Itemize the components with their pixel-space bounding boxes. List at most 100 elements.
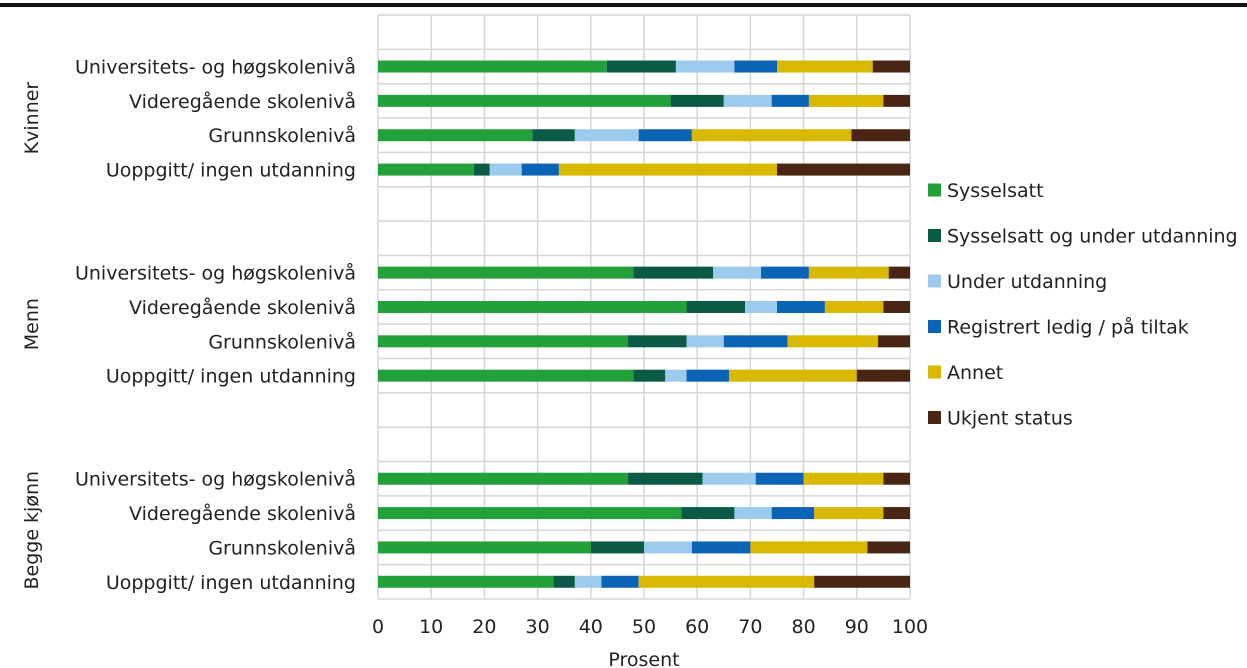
bars [378, 60, 910, 588]
bar-segment [734, 60, 777, 73]
bar-segment [644, 541, 692, 554]
category-label: Grunnskolenivå [208, 124, 356, 147]
bar-segment [702, 472, 756, 485]
x-tick-label: 40 [579, 616, 603, 638]
bar-segment [670, 94, 724, 107]
group-labels: Kvinner Menn Begge kjønn [21, 82, 43, 590]
bar-segment [606, 60, 676, 73]
bar-segment [489, 163, 522, 176]
bar-segment [777, 300, 825, 313]
bar-segment [686, 300, 746, 313]
bar-segment [808, 94, 884, 107]
bar-segment [755, 472, 804, 485]
bar-segment [532, 129, 575, 142]
bar-segment [378, 129, 533, 142]
bar-segment [686, 335, 724, 348]
bar-segment [378, 335, 629, 348]
category-label: Universitets- og høgskolenivå [75, 468, 356, 491]
category-label: Videregående skolenivå [129, 90, 356, 113]
bar-segment [824, 300, 884, 313]
bar-segment [745, 300, 777, 313]
bar-segment [691, 541, 751, 554]
x-tick-label: 100 [892, 616, 928, 638]
bar-segment [803, 472, 884, 485]
bar-segment [665, 369, 687, 382]
bar-segment [734, 507, 772, 520]
bar-segment [628, 472, 703, 485]
bar-segment [814, 575, 910, 588]
legend: Sysselsatt Sysselsatt og under utdanning U… [928, 180, 1238, 430]
category-label: Videregående skolenivå [129, 296, 356, 319]
bar-segment [883, 472, 910, 485]
bar-segment [872, 60, 910, 73]
x-tick-label: 20 [472, 616, 496, 638]
legend-label: Ukjent status [947, 408, 1073, 430]
legend-label: Sysselsatt og under utdanning [947, 226, 1238, 248]
bar-segment [883, 300, 910, 313]
category-label: Grunnskolenivå [208, 536, 356, 559]
category-label: Uoppgitt/ ingen utdanning [106, 366, 356, 388]
bar-segment [378, 94, 671, 107]
category-label: Universitets- og høgskolenivå [75, 262, 356, 285]
legend-label: Sysselsatt [947, 180, 1044, 202]
bar-segment [378, 541, 591, 554]
bar-segment [750, 541, 868, 554]
bar-segment [723, 94, 772, 107]
bar-segment [691, 129, 852, 142]
group-label: Menn [21, 298, 43, 350]
legend-swatch [928, 274, 941, 288]
legend-label: Under utdanning [947, 271, 1107, 293]
category-labels: Universitets- og høgskolenivå Videregåend… [75, 56, 356, 594]
bar-segment [771, 507, 815, 520]
grid [377, 14, 911, 600]
bar-segment [686, 369, 730, 382]
bar-segment [378, 300, 687, 313]
bar-segment [378, 575, 554, 588]
category-label: Uoppgitt/ ingen utdanning [106, 160, 356, 182]
bar-segment [521, 163, 559, 176]
bar-segment [883, 507, 910, 520]
bar-segment [723, 335, 788, 348]
bar-segment [851, 129, 910, 142]
group-label: Kvinner [21, 82, 43, 155]
bar-segment [558, 163, 777, 176]
bar-segment [713, 266, 762, 279]
bar-segment [777, 163, 910, 176]
bar-segment [378, 266, 634, 279]
bar-segment [878, 335, 910, 348]
bar-segment [378, 369, 634, 382]
x-axis-ticks: 0 10 20 30 40 50 60 70 80 90 100 [372, 616, 928, 638]
x-tick-label: 0 [372, 616, 384, 638]
bar-segment [888, 266, 910, 279]
bar-segment [867, 541, 910, 554]
bar-segment [814, 507, 884, 520]
bar-segment [633, 369, 666, 382]
bar-segment [378, 507, 682, 520]
bar-segment [378, 472, 629, 485]
bar-segment [473, 163, 490, 176]
legend-swatch [928, 365, 941, 379]
category-label: Grunnskolenivå [208, 330, 356, 353]
bar-segment [378, 60, 607, 73]
x-axis-title: Prosent [608, 649, 679, 668]
x-tick-label: 80 [792, 616, 816, 638]
legend-swatch [928, 229, 941, 242]
bar-segment [638, 129, 692, 142]
bar-segment [761, 266, 809, 279]
group-label: Begge kjønn [21, 471, 43, 590]
bar-segment [729, 369, 857, 382]
bar-segment [378, 163, 474, 176]
bar-segment [771, 94, 809, 107]
x-tick-label: 10 [419, 616, 443, 638]
bar-segment [574, 129, 639, 142]
bar-segment [681, 507, 735, 520]
bar-segment [856, 369, 910, 382]
bar-segment [787, 335, 879, 348]
bar-segment [628, 335, 687, 348]
category-label: Universitets- og høgskolenivå [75, 56, 356, 79]
legend-label: Annet [947, 362, 1003, 384]
category-label: Uoppgitt/ ingen utdanning [106, 572, 356, 594]
legend-swatch [928, 320, 941, 333]
bar-segment [601, 575, 639, 588]
